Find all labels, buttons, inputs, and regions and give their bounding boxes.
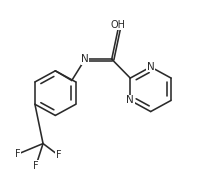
Text: F: F (33, 161, 39, 171)
Text: F: F (14, 149, 20, 159)
Text: N: N (146, 62, 154, 72)
Text: F: F (55, 150, 61, 160)
Text: OH: OH (110, 20, 125, 30)
Text: N: N (81, 54, 89, 64)
Text: N: N (126, 95, 133, 105)
